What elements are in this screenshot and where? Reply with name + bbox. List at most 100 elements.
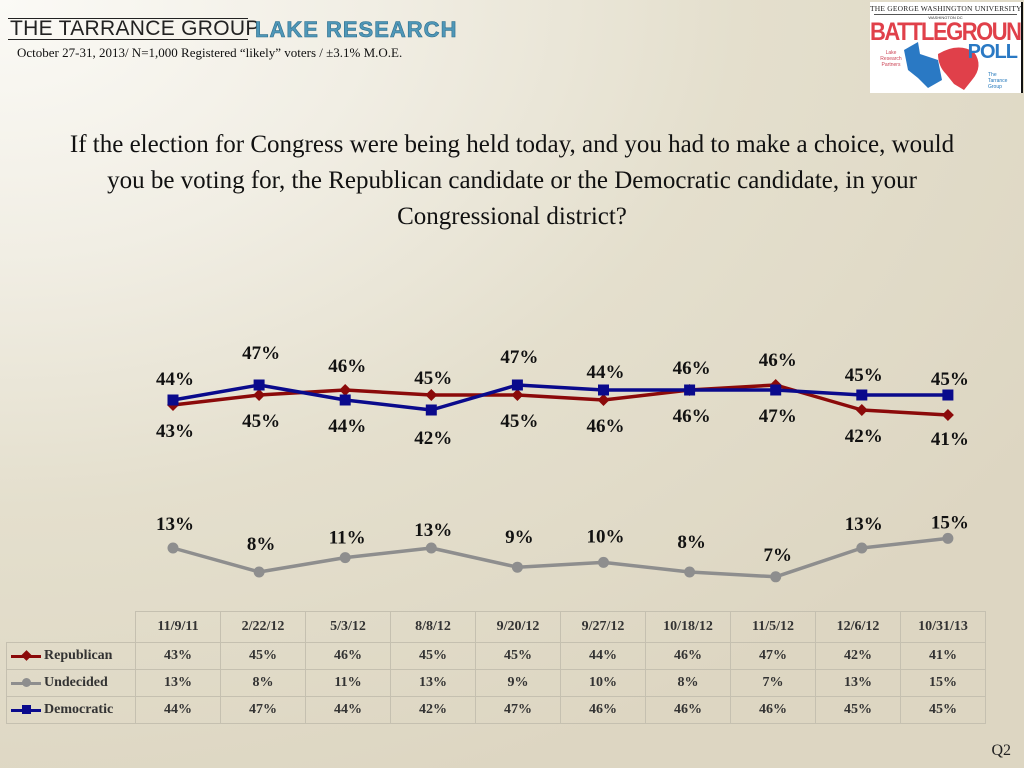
undecided-data-label: 15% [931, 512, 969, 533]
republican-point [855, 404, 868, 416]
democratic-data-label: 45% [845, 365, 883, 386]
battleground-poll-logo: THE GEORGE WASHINGTON UNIVERSITY WASHING… [870, 2, 1023, 93]
democratic-data-label: 46% [328, 356, 366, 377]
table-column-header: 11/9/11 [135, 611, 221, 643]
table-row-label: Republican [44, 648, 113, 663]
undecided-point [598, 556, 609, 568]
republican-point [941, 409, 954, 421]
table-cell: 8% [220, 669, 306, 697]
table-cell: 46% [645, 642, 731, 670]
logo-university: THE GEORGE WASHINGTON UNIVERSITY [870, 4, 1022, 13]
legend-republican: Republican [6, 642, 136, 670]
republican-data-label: 43% [156, 421, 194, 442]
table-cell: 42% [390, 696, 476, 724]
undecided-data-label: 11% [329, 528, 366, 549]
republican-data-label: 41% [931, 429, 969, 450]
table-column-header: 5/3/12 [305, 611, 391, 643]
table-cell: 43% [135, 642, 221, 670]
table-cell: 47% [730, 642, 816, 670]
republican-data-label: 45% [500, 411, 538, 432]
table-column-header: 10/31/13 [900, 611, 986, 643]
undecided-point [511, 561, 523, 573]
chart-title-question: If the election for Congress were being … [69, 131, 955, 230]
undecided-point [770, 571, 782, 583]
democratic-point [425, 404, 437, 416]
democratic-point [598, 384, 609, 396]
democratic-point [684, 384, 696, 396]
undecided-data-label: 13% [156, 514, 194, 535]
table-cell: 41% [900, 642, 986, 670]
logo-city: WASHINGTON DC [874, 14, 1017, 20]
table-cell: 45% [815, 696, 901, 724]
table-cell: 44% [560, 642, 646, 670]
democratic-data-label: 46% [759, 350, 797, 371]
republican-point [339, 384, 352, 396]
table-row: Undecided 13% 8% 11% 13% 9% 10% 8% 7% 13% 15% [6, 669, 986, 697]
table-cell: 45% [900, 696, 986, 724]
table-header-row: 11/9/11 2/22/12 5/3/12 8/8/12 9/20/12 9/27/12… [6, 611, 986, 643]
table-cell: 10% [560, 669, 646, 697]
republican-data-label: 46% [673, 406, 711, 427]
legend-undecided: Undecided [6, 669, 136, 697]
logo-partner-left: Lake Research Partners [880, 50, 902, 68]
data-table: 11/9/11 2/22/12 5/3/12 8/8/12 9/20/12 9/27/12… [6, 611, 986, 724]
democratic-point [253, 379, 265, 391]
table-cell: 45% [475, 642, 561, 670]
table-cell: 44% [135, 696, 221, 724]
table-cell: 44% [305, 696, 391, 724]
undecided-legend-marker-icon [11, 677, 41, 688]
undecided-line [172, 536, 949, 579]
table-cell: 13% [815, 669, 901, 697]
table-cell: 7% [730, 669, 816, 697]
table-row: Republican 43% 45% 46% 45% 45% 44% 46% 47% 42% 41% [6, 642, 986, 670]
undecided-point [684, 566, 696, 578]
table-cell: 13% [135, 669, 221, 697]
table-column-header: 11/5/12 [730, 611, 816, 643]
donkey-elephant-icon [904, 42, 979, 90]
legend-democratic: Democratic [6, 696, 136, 724]
undecided-point [253, 566, 265, 578]
table-cell: 15% [900, 669, 986, 697]
undecided-point [167, 542, 179, 554]
table-column-header: 2/22/12 [220, 611, 306, 643]
democratic-data-label: 47% [242, 343, 280, 364]
undecided-point [942, 532, 954, 544]
table-column-header: 9/27/12 [560, 611, 646, 643]
democratic-point [770, 384, 782, 396]
undecided-data-label: 13% [414, 520, 452, 541]
undecided-data-label: 9% [505, 527, 534, 548]
table-cell: 46% [560, 696, 646, 724]
undecided-point [856, 542, 868, 554]
table-cell: 47% [475, 696, 561, 724]
republican-point [511, 389, 524, 401]
table-cell: 46% [645, 696, 731, 724]
table-cell: 13% [390, 669, 476, 697]
table-cell: 46% [305, 642, 391, 670]
democratic-point [339, 394, 351, 406]
democratic-data-label: 45% [931, 369, 969, 390]
undecided-data-label: 8% [677, 532, 706, 553]
undecided-data-label: 8% [247, 534, 276, 555]
logo-title-top: BATTLEGROUND [870, 17, 1023, 46]
table-cell: 11% [305, 669, 391, 697]
republican-data-label: 44% [328, 416, 366, 437]
democratic-legend-marker-icon [11, 704, 41, 715]
republican-point [253, 389, 266, 401]
democratic-point [856, 389, 868, 401]
lake-research-logo: LAKE RESEARCH [255, 17, 458, 43]
democratic-point [511, 379, 523, 391]
table-cell: 42% [815, 642, 901, 670]
table-cell: 46% [730, 696, 816, 724]
table-cell: 45% [220, 642, 306, 670]
survey-subtitle: October 27-31, 2013/ N=1,000 Registered … [17, 45, 403, 60]
table-row-label: Undecided [44, 675, 108, 690]
republican-data-label: 42% [845, 426, 883, 447]
tarrance-group-logo: THE TARRANCE GROUP [8, 17, 260, 40]
question-id: Q2 [991, 742, 1011, 759]
democratic-data-label: 46% [673, 358, 711, 379]
logo-title-bottom: POLL [967, 41, 1018, 63]
undecided-point [425, 542, 437, 554]
logo-partner-right: The Tarrance Group [988, 72, 1008, 90]
democratic-point [167, 394, 179, 406]
